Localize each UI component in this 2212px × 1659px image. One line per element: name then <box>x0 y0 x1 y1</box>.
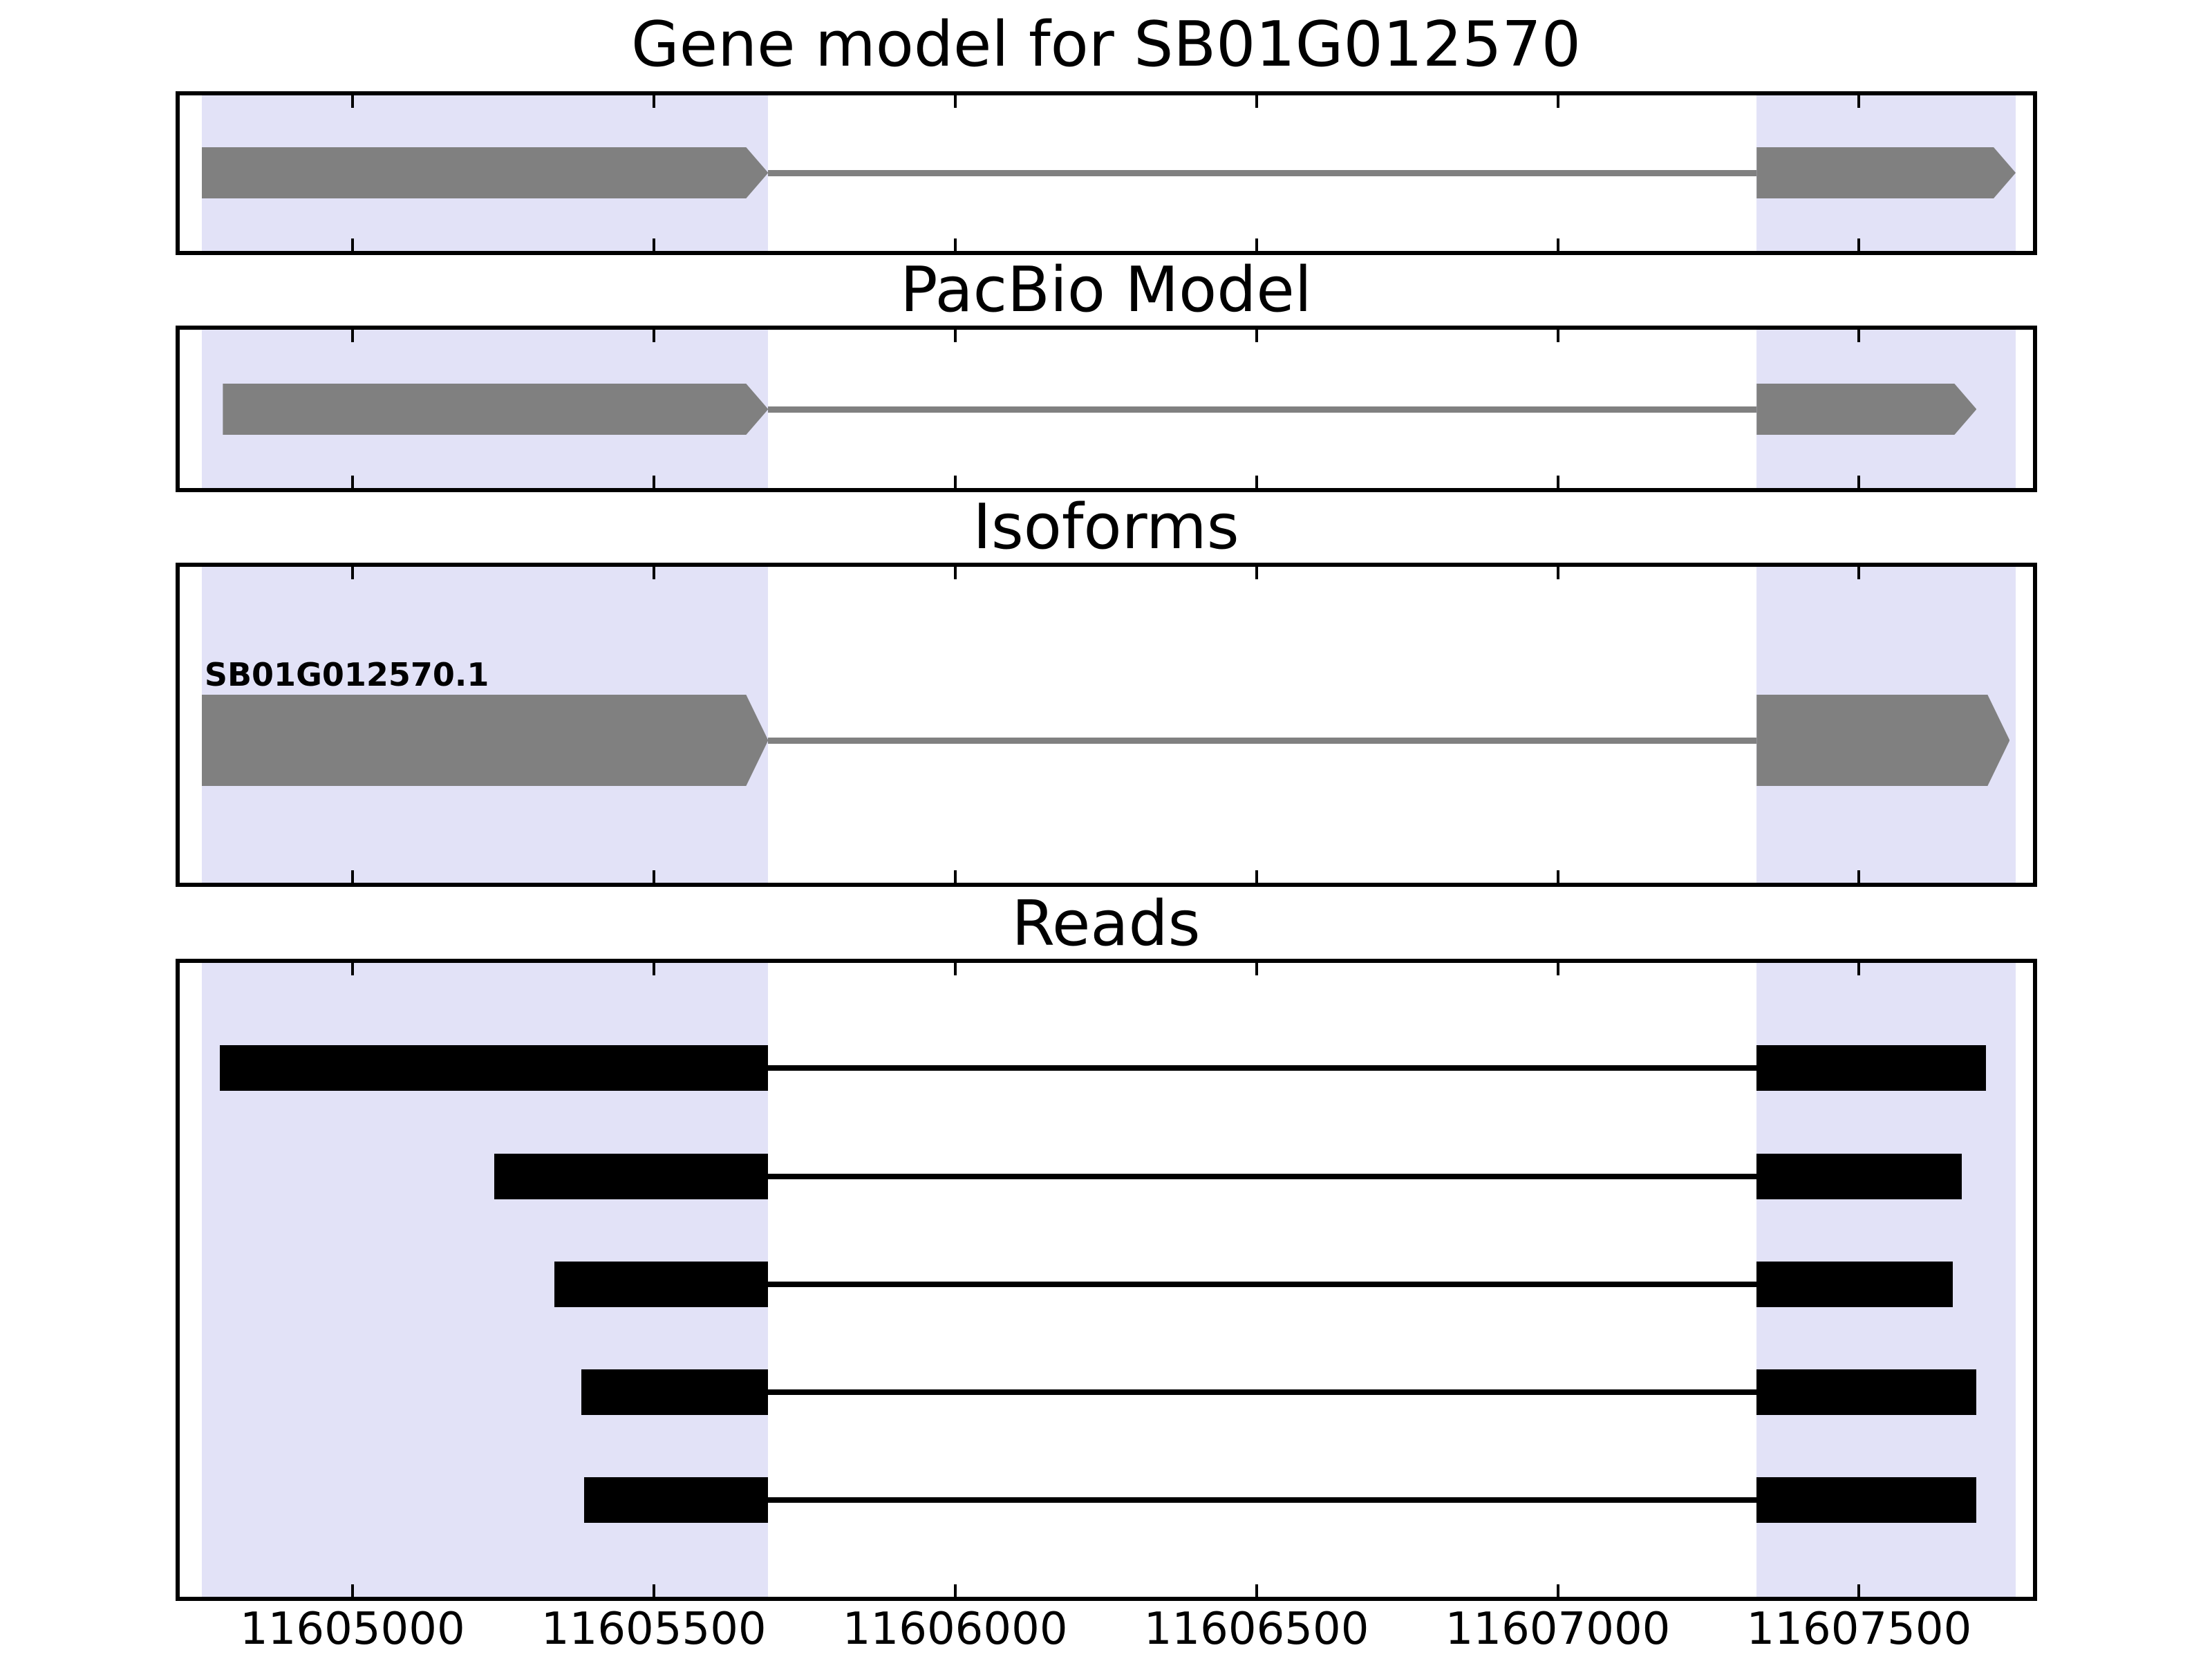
exon-arrow-block <box>201 695 768 786</box>
axis-tick-mark <box>1255 870 1258 885</box>
exon-arrow-block <box>201 147 768 198</box>
panel-border-pacbio-model <box>176 326 2037 492</box>
axis-tick-mark <box>1556 476 1559 490</box>
axis-tick-mark <box>1556 328 1559 342</box>
isoform-label: SB01G012570.1 <box>204 656 489 693</box>
axis-tick-mark <box>1556 93 1559 108</box>
axis-tick-mark <box>953 961 957 975</box>
axis-tick-mark <box>1857 476 1861 490</box>
axis-tick-mark <box>953 1584 957 1599</box>
axis-tick-mark <box>1857 238 1861 253</box>
axis-tick-mark <box>1857 961 1861 975</box>
read-exon-block <box>1756 1477 1977 1523</box>
read-exon-block <box>494 1154 769 1199</box>
axis-tick-mark <box>350 1584 354 1599</box>
axis-tick-label: 11606000 <box>842 1604 1068 1655</box>
exon-arrow-block <box>223 384 769 435</box>
panel-border-reads <box>176 959 2037 1601</box>
axis-tick-label: 11605000 <box>239 1604 465 1655</box>
intron-line <box>768 406 1757 413</box>
figure-title: Gene model for SB01G012570 <box>630 8 1582 81</box>
axis-tick-mark <box>1255 565 1258 579</box>
intron-line <box>768 169 1757 176</box>
axis-tick-mark <box>953 870 957 885</box>
exon-arrow-block <box>1756 147 2016 198</box>
exon-arrow-block <box>1756 384 1977 435</box>
axis-tick-mark <box>652 565 655 579</box>
intron-line <box>768 737 1757 744</box>
panel-border-isoforms <box>176 563 2037 887</box>
axis-tick-mark <box>953 565 957 579</box>
axis-tick-mark <box>953 328 957 342</box>
axis-tick-mark <box>1255 328 1258 342</box>
read-intron-line <box>768 1497 1757 1503</box>
axis-tick-mark <box>350 238 354 253</box>
axis-tick-mark <box>652 476 655 490</box>
axis-tick-mark <box>1556 870 1559 885</box>
axis-tick-mark <box>652 238 655 253</box>
axis-tick-mark <box>652 328 655 342</box>
panel-title-isoforms: Isoforms <box>973 491 1239 563</box>
axis-tick-mark <box>350 476 354 490</box>
axis-tick-mark <box>1857 1584 1861 1599</box>
axis-tick-mark <box>1857 870 1861 885</box>
axis-tick-mark <box>350 961 354 975</box>
axis-tick-mark <box>652 870 655 885</box>
axis-tick-mark <box>350 565 354 579</box>
axis-tick-mark <box>1255 476 1258 490</box>
read-exon-block <box>1756 1045 1986 1091</box>
read-exon-block <box>584 1477 769 1523</box>
panel-title-pacbio-model: PacBio Model <box>900 254 1312 326</box>
axis-tick-mark <box>652 961 655 975</box>
axis-tick-mark <box>953 476 957 490</box>
read-exon-block <box>581 1369 769 1415</box>
axis-tick-mark <box>652 93 655 108</box>
exon-arrow-block <box>1756 695 2010 786</box>
read-exon-block <box>1756 1154 1962 1199</box>
axis-tick-mark <box>350 93 354 108</box>
read-intron-line <box>768 1282 1757 1287</box>
panel-border-gene-model <box>176 91 2037 255</box>
axis-tick-mark <box>1255 238 1258 253</box>
axis-tick-mark <box>1556 961 1559 975</box>
axis-tick-mark <box>1556 238 1559 253</box>
read-intron-line <box>768 1389 1757 1395</box>
axis-tick-mark <box>1857 565 1861 579</box>
read-exon-block <box>554 1262 769 1307</box>
axis-tick-mark <box>1556 565 1559 579</box>
axis-tick-mark <box>350 328 354 342</box>
axis-tick-mark <box>350 870 354 885</box>
axis-tick-mark <box>1857 93 1861 108</box>
panel-title-reads: Reads <box>1011 888 1201 960</box>
axis-tick-mark <box>1255 961 1258 975</box>
axis-tick-mark <box>953 93 957 108</box>
axis-tick-mark <box>1255 1584 1258 1599</box>
axis-tick-label: 11605500 <box>541 1604 767 1655</box>
read-exon-block <box>1756 1262 1953 1307</box>
read-exon-block <box>220 1045 769 1091</box>
axis-tick-mark <box>953 238 957 253</box>
axis-tick-label: 11607000 <box>1445 1604 1671 1655</box>
read-intron-line <box>768 1174 1757 1179</box>
axis-tick-label: 11607500 <box>1746 1604 1972 1655</box>
axis-tick-mark <box>1857 328 1861 342</box>
read-exon-block <box>1756 1369 1977 1415</box>
axis-tick-label: 11606500 <box>1143 1604 1369 1655</box>
axis-tick-mark <box>1255 93 1258 108</box>
read-intron-line <box>768 1065 1757 1071</box>
axis-tick-mark <box>652 1584 655 1599</box>
axis-tick-mark <box>1556 1584 1559 1599</box>
